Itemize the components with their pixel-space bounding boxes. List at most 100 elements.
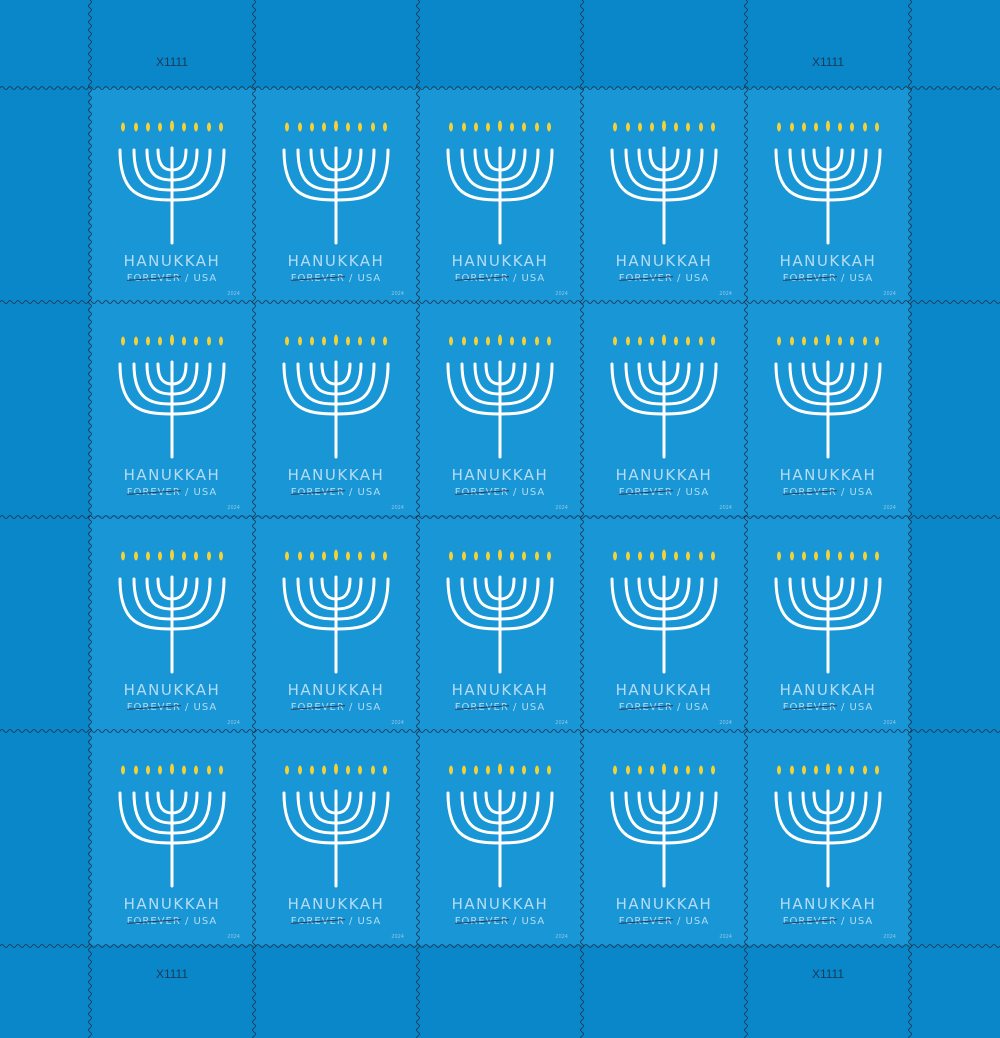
flame-icon [790, 122, 794, 132]
stamp-denomination: FOREVER / USA [582, 487, 746, 498]
country-label: USA [849, 916, 874, 927]
menorah-icon [446, 549, 554, 674]
flame-icon [613, 122, 617, 132]
denomination-label: FOREVER [454, 273, 509, 284]
flame-icon [777, 551, 781, 561]
flame-icon [838, 336, 842, 346]
stamp-title: HANUKKAH [123, 252, 221, 270]
stamp: HANUKKAH FOREVER / USA 2024 [746, 517, 910, 731]
plate-number-top-left: X1111 [155, 55, 189, 69]
flame-icon [462, 336, 466, 346]
flame-icon [674, 122, 678, 132]
denomination-label: FOREVER [618, 487, 673, 498]
stamp-denomination: FOREVER / USA [746, 916, 910, 927]
country-label: USA [685, 916, 710, 927]
flame-icon [170, 120, 174, 132]
stamp: HANUKKAH FOREVER / USA 2024 [582, 731, 746, 945]
perforation-row [0, 729, 1000, 733]
flame-icon [334, 549, 338, 561]
denomination-label: FOREVER [290, 702, 345, 713]
stamp-title: HANUKKAH [779, 895, 877, 913]
separator: / [348, 702, 354, 713]
stamp-title: HANUKKAH [779, 252, 877, 270]
stamp-year: 2024 [391, 291, 404, 297]
stamp-title: HANUKKAH [451, 466, 549, 484]
flame-icon [638, 122, 642, 132]
perforation-row [0, 86, 1000, 90]
country-label: USA [193, 702, 218, 713]
menorah-icon [446, 334, 554, 459]
stamp: HANUKKAH FOREVER / USA 2024 [746, 731, 910, 945]
menorah-icon [118, 120, 226, 245]
menorah-icon [774, 549, 882, 674]
flame-icon [838, 765, 842, 775]
flame-icon [686, 765, 690, 775]
flame-icon [170, 334, 174, 346]
flame-icon [474, 336, 478, 346]
flame-icon [194, 551, 198, 561]
flame-icon [322, 765, 326, 775]
stamp-year: 2024 [555, 505, 568, 511]
perforation-row [0, 300, 1000, 304]
menorah-icon [282, 334, 390, 459]
stamp-denomination: FOREVER / USA [582, 916, 746, 927]
flame-icon [686, 336, 690, 346]
flame-icon [838, 122, 842, 132]
stamp: HANUKKAH FOREVER / USA 2024 [746, 88, 910, 302]
flame-icon [170, 549, 174, 561]
stamp: HANUKKAH FOREVER / USA 2024 [254, 731, 418, 945]
flame-icon [875, 765, 879, 775]
denomination-label: FOREVER [618, 273, 673, 284]
flame-icon [662, 763, 666, 775]
menorah-icon [282, 120, 390, 245]
flame-icon [219, 336, 223, 346]
separator: / [184, 702, 190, 713]
separator: / [512, 702, 518, 713]
flame-icon [182, 336, 186, 346]
flame-icon [790, 336, 794, 346]
flame-icon [182, 765, 186, 775]
flame-icon [547, 551, 551, 561]
stamp-year: 2024 [391, 934, 404, 940]
flame-icon [626, 336, 630, 346]
stamp-title: HANUKKAH [451, 895, 549, 913]
stamp-denomination: FOREVER / USA [418, 702, 582, 713]
denomination-label: FOREVER [618, 916, 673, 927]
flame-icon [383, 122, 387, 132]
flame-icon [535, 765, 539, 775]
menorah-icon [610, 763, 718, 888]
menorah-icon [774, 763, 882, 888]
flame-icon [547, 122, 551, 132]
plate-number-bottom-right: X1111 [811, 967, 845, 981]
stamp-denomination: FOREVER / USA [746, 487, 910, 498]
flame-icon [121, 336, 125, 346]
country-label: USA [357, 916, 382, 927]
flame-icon [802, 765, 806, 775]
flame-icon [814, 551, 818, 561]
stamp-year: 2024 [719, 505, 732, 511]
flame-icon [346, 122, 350, 132]
plate-number-top-right: X1111 [811, 55, 845, 69]
flame-icon [334, 334, 338, 346]
flame-icon [462, 551, 466, 561]
menorah-icon [610, 334, 718, 459]
denomination-label: FOREVER [454, 916, 509, 927]
flame-icon [626, 551, 630, 561]
flame-icon [826, 334, 830, 346]
separator: / [676, 487, 682, 498]
separator: / [512, 487, 518, 498]
flame-icon [510, 765, 514, 775]
flame-icon [498, 549, 502, 561]
flame-icon [219, 765, 223, 775]
menorah-icon [118, 763, 226, 888]
flame-icon [850, 765, 854, 775]
flame-icon [814, 122, 818, 132]
flame-icon [498, 763, 502, 775]
stamp: HANUKKAH FOREVER / USA 2024 [582, 517, 746, 731]
denomination-label: FOREVER [782, 702, 837, 713]
flame-icon [322, 551, 326, 561]
flame-icon [699, 122, 703, 132]
flame-icon [462, 122, 466, 132]
perforation-column [252, 0, 256, 1038]
